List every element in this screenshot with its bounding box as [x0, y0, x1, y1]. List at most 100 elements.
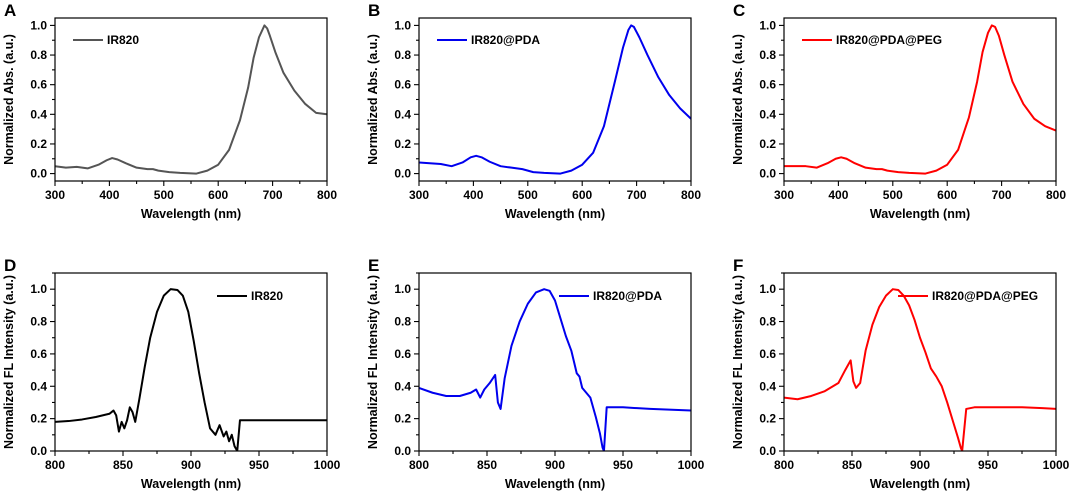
y-tick-label: 1.0 — [759, 18, 776, 32]
x-tick-label: 700 — [992, 188, 1012, 202]
panel-letter: A — [4, 1, 16, 20]
x-tick-label: 950 — [613, 458, 633, 472]
x-tick-label: 850 — [842, 458, 862, 472]
y-tick-label: 0.6 — [759, 78, 776, 92]
x-axis-label: Wavelength (nm) — [141, 207, 241, 221]
y-tick-label: 0.4 — [394, 107, 411, 121]
x-tick-label: 850 — [113, 458, 133, 472]
data-line-ir820-pda — [419, 24, 691, 175]
y-tick-label: 0.6 — [30, 347, 47, 361]
legend-label: IR820@PDA@PEG — [836, 33, 942, 47]
y-tick-label: 0.0 — [759, 167, 776, 181]
y-tick-label: 0.8 — [759, 315, 776, 329]
x-tick-label: 800 — [45, 458, 65, 472]
y-tick-label: 0.2 — [30, 137, 47, 151]
y-tick-label: 1.0 — [759, 282, 776, 296]
x-tick-label: 700 — [263, 188, 283, 202]
y-tick-label: 0.0 — [759, 444, 776, 458]
panel-letter: D — [4, 256, 16, 275]
chart-panel-e: E 800 850 900 950 1000 0.0 0.2 0.4 0.6 0.8 1.0 Wavel… — [366, 256, 705, 491]
y-tick-label: 0.6 — [394, 347, 411, 361]
x-tick-label: 500 — [154, 188, 174, 202]
chart-panel-c: C 300 400 500 600 700 800 0.0 0.2 0.4 0.6 0.8 1.0 Wav… — [731, 1, 1066, 221]
y-tick-label: 0.4 — [30, 379, 47, 393]
x-tick-label: 400 — [463, 188, 483, 202]
data-line-ir820 — [55, 288, 327, 451]
x-tick-label: 300 — [45, 188, 65, 202]
y-tick-label: 0.8 — [759, 48, 776, 62]
y-tick-label: 0.0 — [30, 167, 47, 181]
x-tick-label: 1000 — [314, 458, 341, 472]
y-tick-label: 0.4 — [30, 107, 47, 121]
x-tick-label: 400 — [828, 188, 848, 202]
x-axis-label: Wavelength (nm) — [141, 477, 241, 491]
x-tick-label: 1000 — [1043, 458, 1070, 472]
x-axis-label: Wavelength (nm) — [870, 207, 970, 221]
y-axis-label: Normalized Abs. (a.u.) — [2, 34, 16, 165]
panel-letter: B — [368, 1, 380, 20]
y-axis-label: Normalized FL Intensity (a.u.) — [366, 275, 380, 449]
plot-frame — [54, 272, 328, 452]
x-tick-label: 600 — [208, 188, 228, 202]
panel-letter: F — [733, 256, 743, 275]
data-line-ir820-pda — [419, 288, 691, 451]
x-tick-label: 800 — [681, 188, 701, 202]
y-tick-label: 0.6 — [30, 78, 47, 92]
x-tick-label: 300 — [409, 188, 429, 202]
y-axis-label: Normalized FL Intensity (a.u.) — [2, 275, 16, 449]
x-tick-label: 800 — [409, 458, 429, 472]
y-tick-label: 1.0 — [394, 282, 411, 296]
x-tick-label: 400 — [99, 188, 119, 202]
legend-label: IR820@PDA — [471, 33, 540, 47]
x-tick-label: 900 — [181, 458, 201, 472]
y-axis-label: Normalized Abs. (a.u.) — [366, 34, 380, 165]
y-tick-label: 0.2 — [759, 412, 776, 426]
panel-letter: E — [368, 256, 379, 275]
plot-frame — [54, 17, 328, 182]
legend-label: IR820 — [107, 33, 139, 47]
plot-frame — [783, 17, 1057, 182]
legend-label: IR820@PDA@PEG — [932, 289, 1038, 303]
data-line-ir820 — [55, 24, 327, 175]
x-tick-label: 800 — [774, 458, 794, 472]
x-tick-label: 800 — [317, 188, 337, 202]
chart-panel-d: D 800 850 900 950 1000 0.0 0.2 0.4 0.6 0.8 1.0 Wavel… — [2, 256, 341, 491]
data-line-ir820-pda-peg — [784, 24, 1056, 175]
y-tick-label: 0.2 — [30, 412, 47, 426]
y-tick-label: 0.0 — [394, 167, 411, 181]
y-tick-label: 1.0 — [30, 282, 47, 296]
y-tick-label: 0.2 — [394, 137, 411, 151]
y-tick-label: 1.0 — [394, 18, 411, 32]
x-tick-label: 900 — [545, 458, 565, 472]
y-tick-label: 0.4 — [759, 107, 776, 121]
y-tick-label: 0.8 — [394, 48, 411, 62]
y-axis-label: Normalized Abs. (a.u.) — [731, 34, 745, 165]
y-tick-label: 0.6 — [394, 78, 411, 92]
plot-frame — [783, 272, 1057, 452]
data-line-ir820-pda-peg — [784, 288, 1056, 451]
y-tick-label: 0.4 — [394, 379, 411, 393]
plot-frame — [418, 272, 692, 452]
plot-frame — [418, 17, 692, 182]
x-tick-label: 900 — [910, 458, 930, 472]
x-tick-label: 950 — [249, 458, 269, 472]
panel-letter: C — [733, 1, 745, 20]
x-tick-label: 300 — [774, 188, 794, 202]
y-tick-label: 0.6 — [759, 347, 776, 361]
x-tick-label: 950 — [978, 458, 998, 472]
x-axis-label: Wavelength (nm) — [505, 207, 605, 221]
chart-panel-b: B 300 400 500 600 700 800 0.0 0.2 0.4 0.6 0.8 1.0 Wav… — [366, 1, 701, 221]
x-tick-label: 600 — [937, 188, 957, 202]
legend-label: IR820 — [251, 289, 283, 303]
x-tick-label: 500 — [518, 188, 538, 202]
y-tick-label: 0.0 — [30, 444, 47, 458]
y-axis-label: Normalized FL Intensity (a.u.) — [731, 275, 745, 449]
y-tick-label: 0.8 — [30, 48, 47, 62]
x-tick-label: 850 — [477, 458, 497, 472]
x-tick-label: 800 — [1046, 188, 1066, 202]
x-tick-label: 500 — [883, 188, 903, 202]
y-tick-label: 0.4 — [759, 379, 776, 393]
y-tick-label: 1.0 — [30, 18, 47, 32]
y-tick-label: 0.2 — [394, 412, 411, 426]
